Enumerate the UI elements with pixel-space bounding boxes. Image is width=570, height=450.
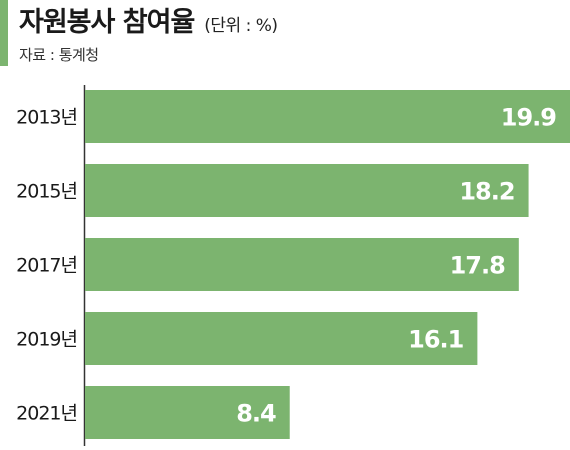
category-label: 2013년	[16, 107, 77, 129]
bar-2013년	[85, 90, 570, 143]
bars-group: 2013년 19.9 2015년 18.2 2017년 17.8 2019년 16.1 2021…	[16, 90, 570, 439]
bar-2017년	[85, 238, 519, 291]
chart-header: 자원봉사 참여율 (단위 : %)	[19, 0, 278, 40]
category-label: 2015년	[16, 181, 77, 203]
value-label: 18.2	[459, 178, 514, 206]
bar-2021년	[85, 386, 290, 439]
value-label: 17.8	[450, 252, 506, 280]
unit-label: (단위 : %)	[204, 16, 278, 36]
chart-title: 자원봉사 참여율	[19, 7, 195, 38]
value-label: 19.9	[501, 104, 557, 132]
value-label: 8.4	[236, 400, 276, 428]
category-label: 2019년	[16, 329, 77, 351]
bar-2015년	[85, 164, 529, 217]
category-label: 2021년	[16, 403, 77, 425]
category-label: 2017년	[16, 255, 77, 277]
source-label: 자료 : 통계청	[19, 46, 99, 64]
value-label: 16.1	[408, 326, 464, 354]
bar-2019년	[85, 312, 478, 365]
accent-bar	[0, 0, 8, 66]
